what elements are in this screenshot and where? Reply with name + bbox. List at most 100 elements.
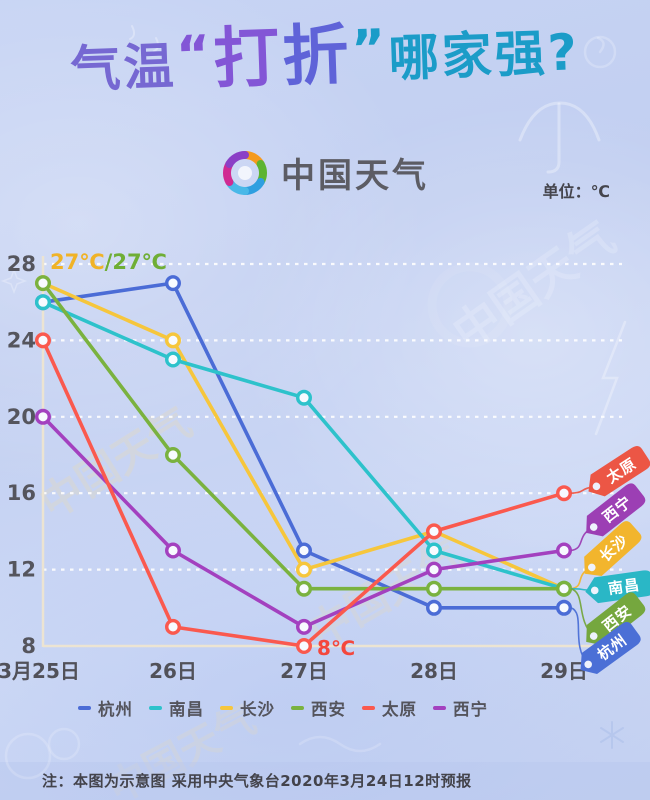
y-tick-label: 8: [21, 634, 36, 658]
title-part2a: 打: [212, 18, 284, 98]
chart-legend: 杭州 南昌 长沙 西安 太原 西宁: [78, 696, 504, 720]
legend-swatch: [78, 706, 91, 710]
x-tick-label: 28日: [410, 659, 458, 683]
legend-label: 太原: [382, 700, 417, 719]
tag-hole: [590, 586, 599, 595]
tag-hole: [589, 632, 598, 640]
legend-label: 西宁: [453, 700, 488, 719]
data-point-hangzhou: [296, 542, 313, 559]
wave-doodle-icon: [298, 735, 382, 753]
tag-shape: [584, 521, 642, 577]
cloud-doodle-icon: [4, 732, 52, 780]
china-weather-logo-icon: [223, 150, 267, 195]
y-tick-label: 16: [7, 481, 36, 505]
legend-label: 南昌: [169, 700, 204, 719]
data-point-nanchang: [164, 351, 181, 368]
background-doodles: [0, 25, 627, 780]
data-point-taiyuan: [35, 332, 52, 349]
title-part3: 哪家强?: [387, 23, 581, 88]
data-point-xining: [296, 618, 313, 635]
title-part2b: 折: [281, 16, 353, 96]
legend-item: 长沙: [220, 696, 275, 720]
annotation-27-27: 27℃/27℃: [50, 250, 167, 274]
legend-item: 杭州: [78, 696, 133, 720]
legend-label: 杭州: [98, 700, 133, 719]
snowflake-icon: [600, 721, 624, 749]
annotation-xian-27: /27℃: [104, 250, 167, 274]
data-point-xian: [426, 580, 443, 597]
cloud-doodle-icon: [47, 727, 81, 761]
legend-swatch: [149, 706, 162, 710]
legend-label: 西安: [311, 700, 346, 719]
swirl-doodle-icon: [583, 35, 617, 69]
data-point-xining: [426, 561, 443, 578]
footer-band: [0, 762, 650, 800]
x-tick-label: 29日: [540, 659, 588, 683]
legend-item: 太原: [362, 696, 417, 720]
logo-watermark-icon: [427, 262, 513, 348]
title-part1: 气温: [69, 37, 178, 99]
lightning-doodle-icon: [594, 320, 627, 436]
data-point-xining: [35, 408, 52, 425]
tag-hole: [587, 563, 596, 572]
brand-row: 中国天气: [0, 148, 650, 197]
x-tick-label: 3月25日: [0, 659, 80, 683]
title-open-quote: “: [175, 24, 215, 87]
tag-shape: [588, 446, 650, 497]
y-tick-label: 12: [7, 558, 36, 582]
tag-shape: [585, 570, 650, 604]
data-point-nanchang: [35, 294, 52, 311]
annotation-taiyuan-8: 8℃: [317, 636, 356, 660]
data-point-xian: [164, 447, 181, 464]
data-point-xian: [35, 275, 52, 292]
data-point-xining: [164, 542, 181, 559]
brand-name: 中国天气: [281, 156, 429, 196]
tag-shape: [586, 592, 646, 646]
footer-note: 注：本图为示意图 采用中央气象台2020年3月24日12时预报: [42, 772, 472, 790]
data-point-nanchang: [296, 389, 313, 406]
y-tick-label: 24: [7, 328, 36, 352]
unit-label: 单位：℃: [542, 182, 610, 201]
legend-swatch: [291, 706, 304, 710]
data-point-xian: [556, 580, 573, 597]
tag-hole: [592, 482, 601, 491]
data-point-changsha: [296, 561, 313, 578]
legend-label: 长沙: [240, 700, 275, 719]
tag-shape: [580, 621, 641, 675]
umbrella-handle-icon: [546, 102, 561, 174]
raindrop-doodle-icon: [129, 25, 160, 52]
star-doodle-icon: [0, 267, 28, 295]
tag-shape: [586, 483, 646, 537]
data-point-hangzhou: [556, 599, 573, 616]
annotation-changsha-27: 27℃: [50, 250, 105, 274]
data-point-taiyuan: [556, 485, 573, 502]
data-point-xian: [296, 580, 313, 597]
x-tick-label: 27日: [280, 659, 328, 683]
swirl-doodle-icon: [596, 36, 605, 54]
data-point-changsha: [164, 332, 181, 349]
data-point-hangzhou: [426, 599, 443, 616]
data-point-taiyuan: [426, 523, 443, 540]
legend-item: 西安: [291, 696, 346, 720]
city-tag-nanchang: 南昌: [585, 570, 650, 604]
tag-hole: [584, 660, 592, 669]
title-close-quote: ”: [350, 18, 390, 81]
data-point-xining: [556, 542, 573, 559]
legend-swatch: [433, 706, 446, 710]
data-point-taiyuan: [296, 638, 313, 655]
y-tick-label: 20: [7, 405, 36, 429]
legend-item: 南昌: [149, 696, 204, 720]
data-point-nanchang: [426, 542, 443, 559]
legend-swatch: [220, 706, 233, 710]
series-layer: [35, 275, 573, 655]
series-line-hangzhou: [41, 281, 566, 610]
y-tick-label: 28: [7, 252, 36, 276]
legend-item: 西宁: [433, 696, 488, 720]
legend-swatch: [362, 706, 375, 710]
data-point-hangzhou: [164, 275, 181, 292]
umbrella-icon: [518, 101, 601, 142]
